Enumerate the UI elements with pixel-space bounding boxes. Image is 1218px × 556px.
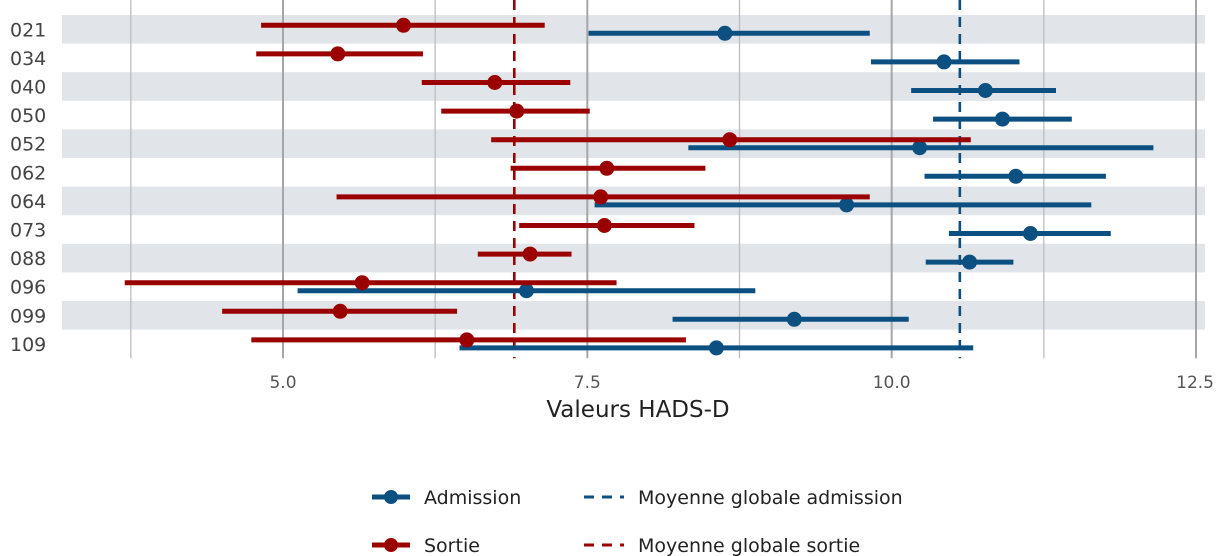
y-tick-label: 050 (10, 105, 46, 127)
legend-admission-dot (384, 490, 398, 504)
x-tick-label: 12.5 (1176, 373, 1214, 393)
y-tick-label: 096 (10, 277, 46, 299)
sortie-point-109 (459, 332, 475, 348)
sortie-point-073 (596, 218, 612, 233)
y-tick-label: 034 (10, 48, 46, 70)
legend-item-mean-sortie: Moyenne globale sortie (584, 535, 860, 556)
sortie-point-034 (330, 46, 346, 62)
legend: Admission Sortie Moyenne globale admissi… (372, 487, 903, 556)
x-axis-title: Valeurs HADS-D (546, 397, 729, 423)
sortie-point-052 (722, 132, 738, 148)
x-tick-label: 5.0 (269, 373, 296, 393)
row-bands (62, 15, 1205, 330)
admission-point-073 (1022, 226, 1038, 241)
legend-item-sortie: Sortie (372, 535, 480, 556)
row-band-052 (62, 129, 1205, 158)
admission-point-050 (994, 111, 1010, 127)
row-band-064 (62, 186, 1205, 216)
legend-mean-sortie-label: Moyenne globale sortie (638, 535, 860, 556)
admission-point-034 (936, 54, 952, 70)
y-tick-label: 109 (10, 334, 46, 356)
y-tick-label: 088 (10, 248, 46, 270)
admission-point-021 (717, 25, 733, 41)
row-band-040 (62, 72, 1205, 101)
row-band-099 (62, 301, 1205, 330)
y-tick-label: 021 (10, 19, 46, 41)
row-band-088 (62, 243, 1205, 273)
x-tick-label: 10.0 (873, 373, 911, 393)
legend-item-mean-admission: Moyenne globale admission (584, 487, 903, 509)
legend-item-admission: Admission (372, 487, 521, 509)
legend-mean-admission-label: Moyenne globale admission (638, 487, 903, 509)
admission-point-052 (912, 140, 928, 156)
y-tick-label: 062 (10, 162, 46, 184)
legend-sortie-label: Sortie (424, 535, 480, 556)
y-tick-label: 052 (10, 134, 46, 156)
x-axis-labels: 5.0 7.5 10.0 12.5 (269, 373, 1214, 393)
sortie-point-040 (487, 75, 503, 90)
sortie-point-096 (354, 275, 370, 291)
sortie-point-099 (332, 303, 348, 319)
sortie-point-021 (396, 17, 412, 33)
error-bars (124, 17, 1154, 356)
admission-point-099 (786, 311, 802, 327)
admission-point-064 (839, 197, 855, 213)
sortie-point-062 (599, 160, 615, 176)
x-tick-label: 7.5 (574, 373, 601, 393)
y-tick-label: 073 (10, 220, 46, 242)
sortie-point-050 (509, 103, 525, 119)
y-axis-labels: 021 034 040 050 052 062 064 073 088 096 099 109 (10, 19, 46, 356)
legend-admission-label: Admission (424, 487, 521, 509)
sortie-point-064 (593, 189, 609, 205)
admission-point-096 (518, 283, 534, 299)
admission-point-088 (962, 254, 978, 270)
admission-point-062 (1008, 168, 1024, 184)
y-tick-label: 099 (10, 305, 46, 327)
admission-point-040 (977, 83, 993, 98)
y-tick-label: 040 (10, 77, 46, 99)
y-tick-label: 064 (10, 191, 46, 213)
sortie-point-088 (522, 246, 538, 262)
row-band-021 (62, 15, 1205, 44)
legend-sortie-dot (384, 538, 398, 552)
admission-point-109 (708, 340, 724, 356)
